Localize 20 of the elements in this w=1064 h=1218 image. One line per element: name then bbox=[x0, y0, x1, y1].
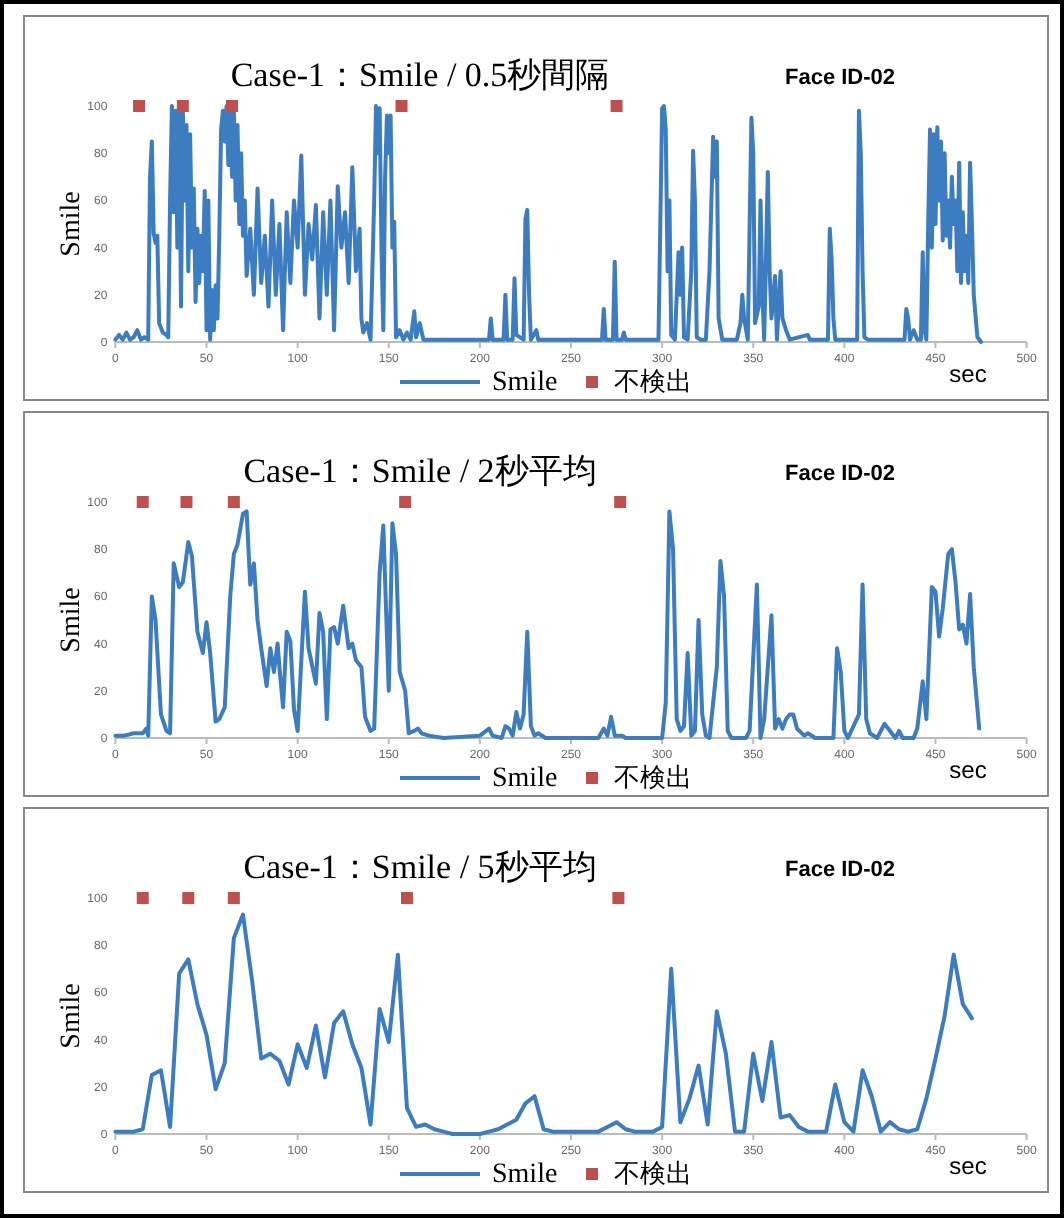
legend-label: 不検出 bbox=[614, 762, 692, 792]
chart-title: Case-1：Smile / 5秒平均 bbox=[243, 848, 597, 886]
chart-subtitle: Face ID-02 bbox=[784, 66, 896, 90]
chart-subtitle: Face ID-02 bbox=[784, 858, 896, 882]
chart-title: Case-1：Smile / 2秒平均 bbox=[243, 452, 597, 490]
line-series bbox=[113, 509, 982, 740]
y-axis-title: Smile bbox=[57, 983, 88, 1049]
line-series bbox=[113, 912, 974, 1136]
legend-label: 不検出 bbox=[614, 1158, 692, 1188]
chart-subtitle: Face ID-02 bbox=[784, 462, 896, 486]
legend-label: 不検出 bbox=[614, 366, 692, 396]
chart-title: Case-1：Smile / 0.5秒間隔 bbox=[230, 56, 610, 94]
x-axis-title: sec bbox=[949, 1152, 987, 1180]
legend-label: Smile bbox=[492, 368, 558, 398]
x-axis-title: sec bbox=[949, 360, 987, 388]
y-axis-title: Smile bbox=[57, 191, 88, 257]
legend-label: Smile bbox=[492, 764, 558, 794]
x-axis-title: sec bbox=[949, 756, 987, 784]
legend-label: Smile bbox=[492, 1160, 558, 1190]
y-axis-title: Smile bbox=[57, 587, 88, 653]
